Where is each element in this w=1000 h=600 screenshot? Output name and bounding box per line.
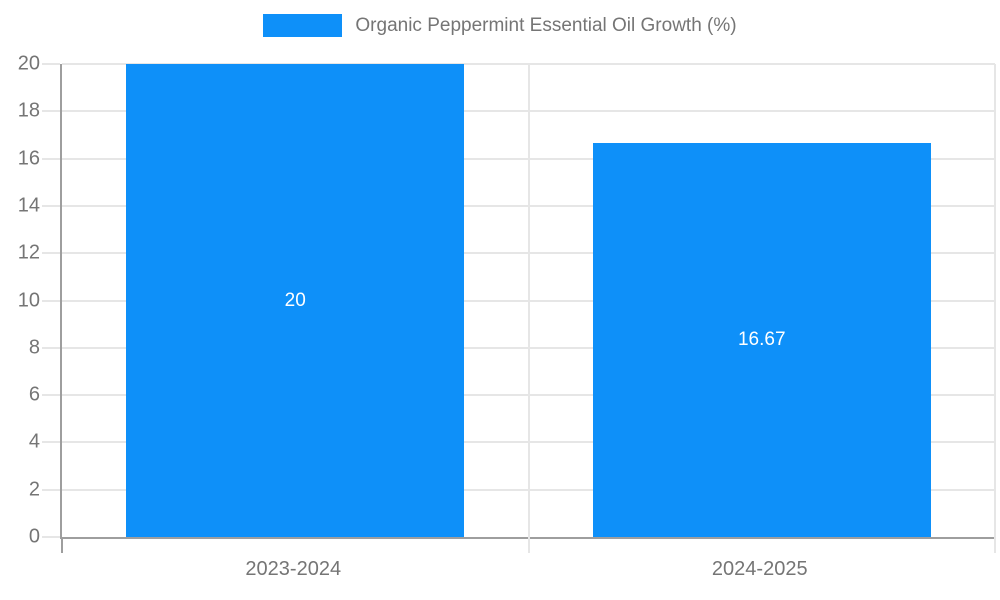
y-axis-tick — [42, 394, 60, 397]
y-axis-tick — [42, 299, 60, 302]
y-axis-tick — [42, 157, 60, 160]
legend-series-label: Organic Peppermint Essential Oil Growth … — [355, 14, 737, 36]
bar-2024-2025[interactable] — [592, 142, 931, 537]
plot-area: 20 16.67 — [42, 63, 996, 553]
y-axis-tick — [42, 204, 60, 207]
y-tick-label: 6 — [28, 383, 40, 406]
y-tick-label: 2 — [28, 478, 40, 501]
plot-right-border — [994, 64, 996, 537]
chart-legend: Organic Peppermint Essential Oil Growth … — [0, 14, 1000, 37]
y-axis-tick — [42, 252, 60, 255]
y-tick-label: 14 — [17, 194, 40, 217]
category-divider-gridline — [527, 64, 530, 537]
bar-value-label: 20 — [284, 289, 306, 311]
y-axis-tick — [42, 110, 60, 113]
y-tick-label: 4 — [28, 430, 40, 453]
legend-swatch — [263, 14, 343, 37]
y-axis-tick — [42, 488, 60, 491]
y-axis-tick — [42, 346, 60, 349]
y-tick-label: 18 — [17, 99, 40, 122]
x-tick-label: 2023-2024 — [245, 558, 342, 580]
y-axis-tick — [42, 441, 60, 444]
y-tick-label: 8 — [28, 336, 40, 359]
y-axis-tick — [42, 63, 60, 65]
x-tick-label: 2024-2025 — [711, 558, 808, 580]
y-tick-label: 0 — [28, 525, 40, 548]
bar-value-label: 16.67 — [737, 328, 786, 350]
y-tick-label: 16 — [17, 147, 40, 170]
y-tick-label: 12 — [17, 241, 40, 264]
x-axis-tick — [527, 537, 530, 553]
y-tick-label: 10 — [17, 289, 40, 311]
bar-2023-2024[interactable] — [126, 64, 465, 537]
y-axis-tick — [42, 536, 60, 538]
x-axis-tick — [994, 537, 996, 553]
y-tick-label: 20 — [17, 52, 40, 75]
x-axis-tick — [61, 537, 63, 553]
